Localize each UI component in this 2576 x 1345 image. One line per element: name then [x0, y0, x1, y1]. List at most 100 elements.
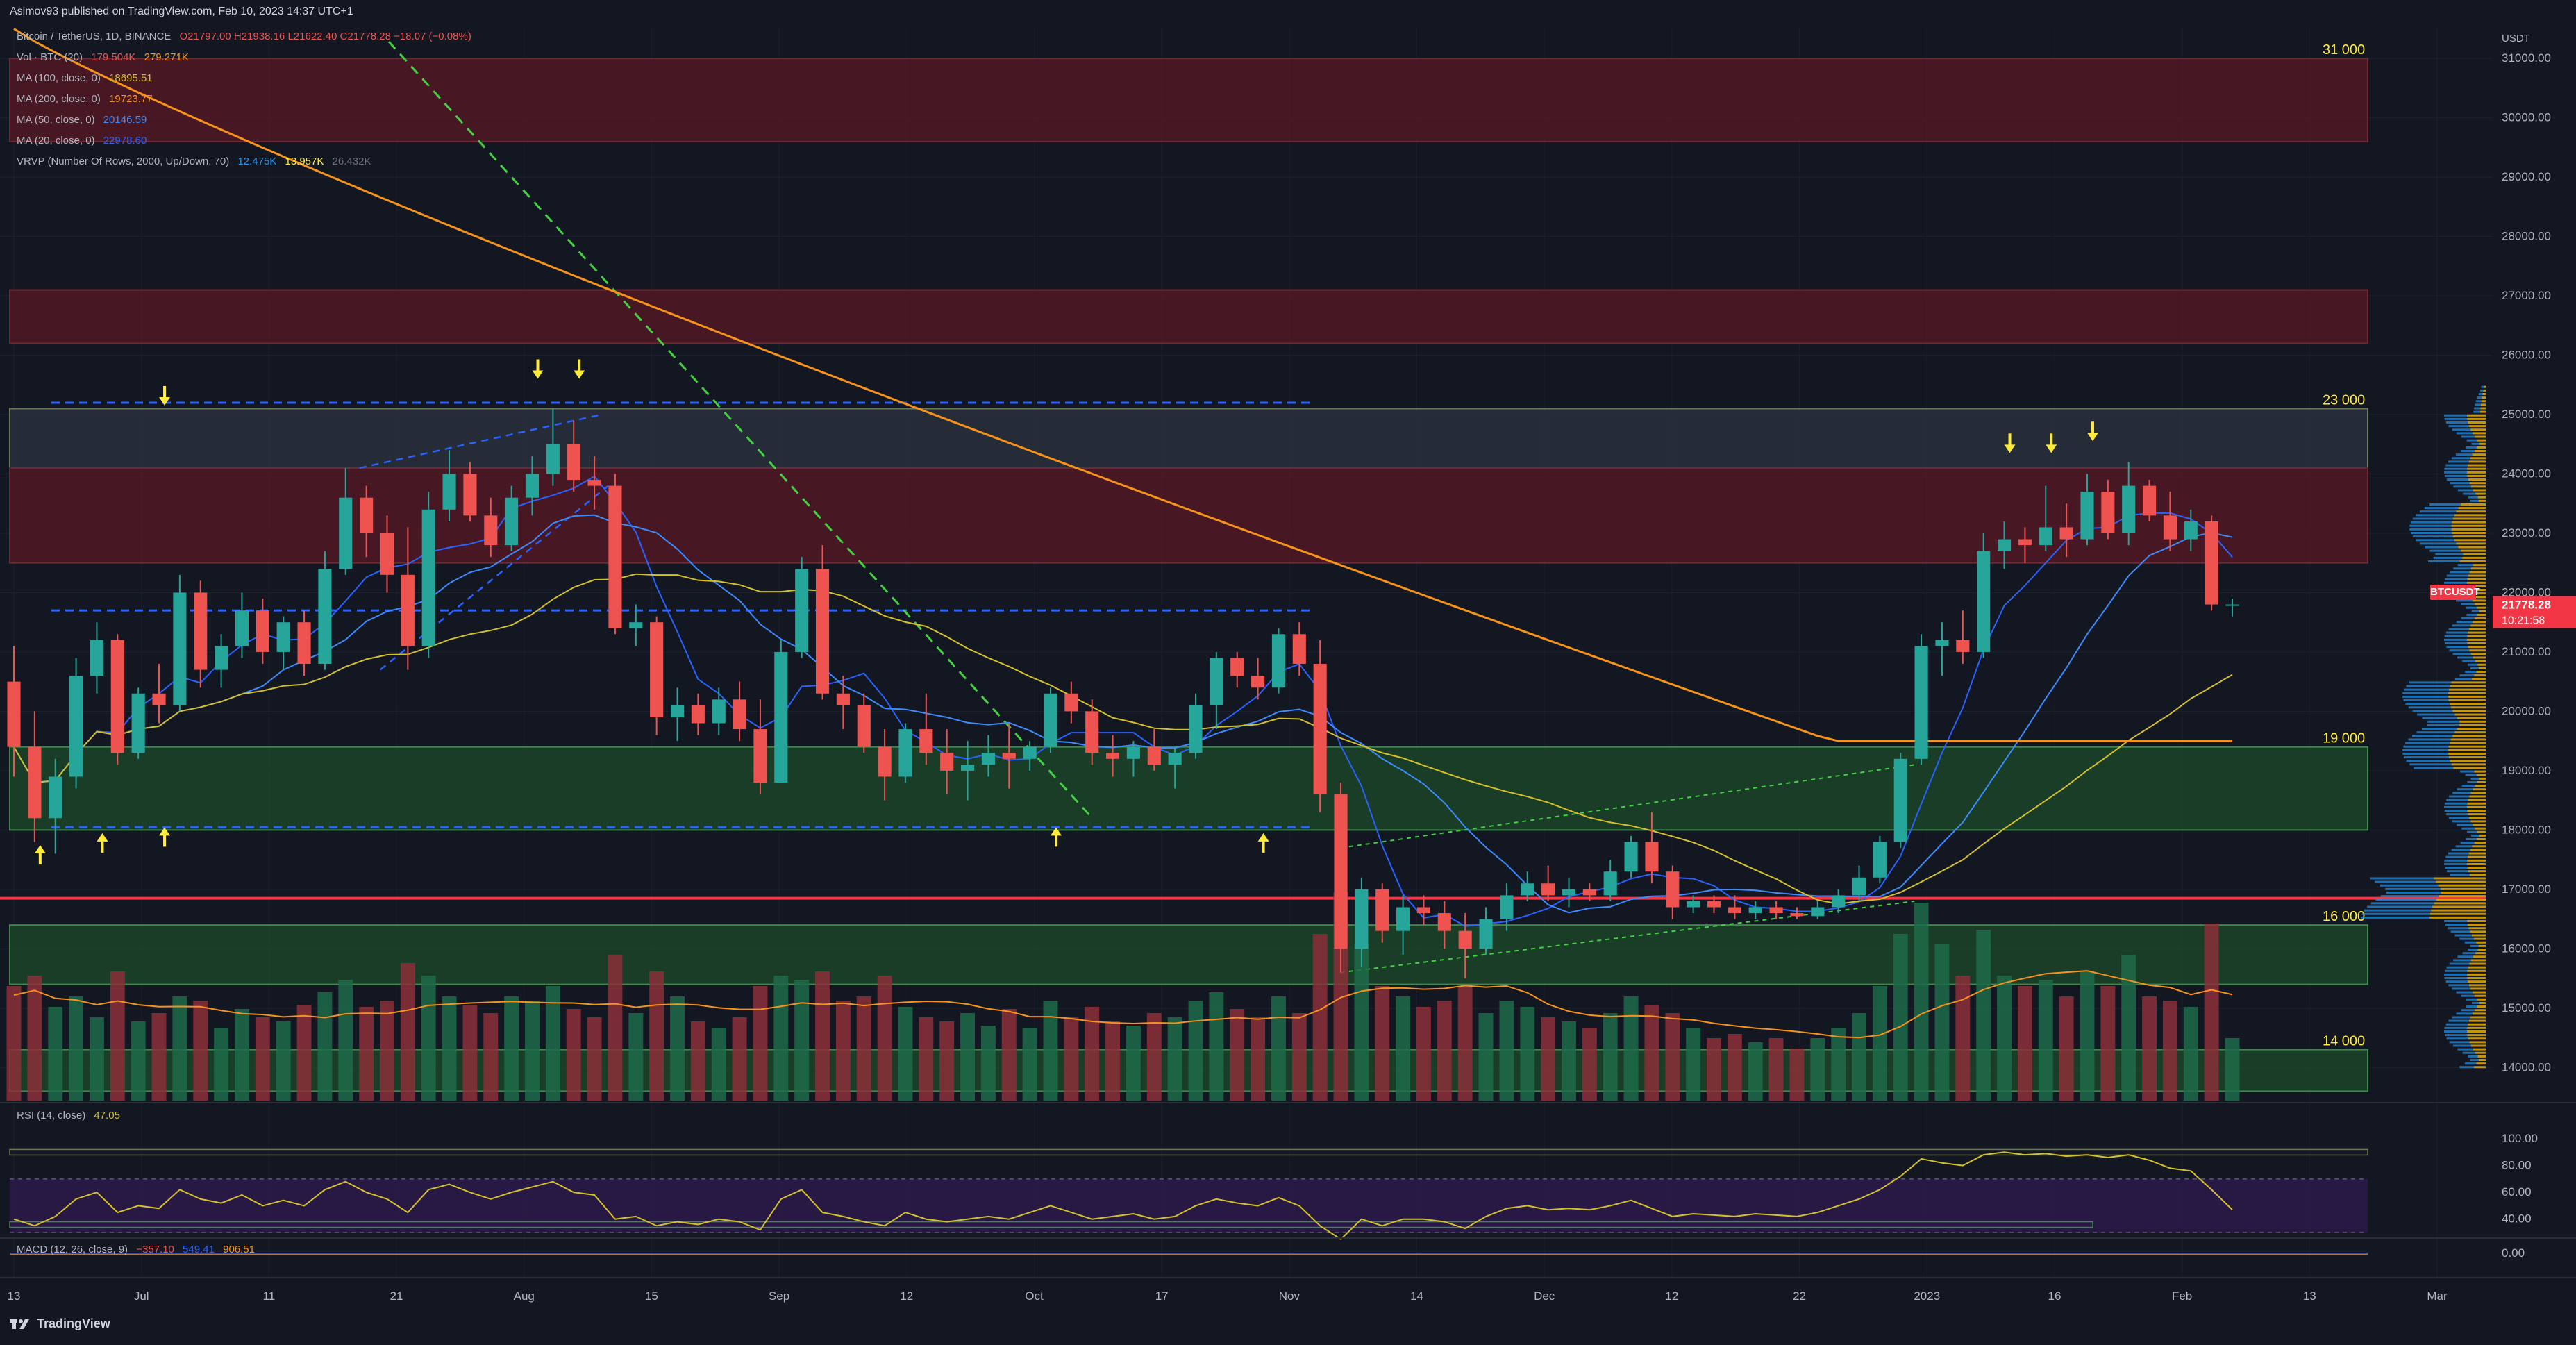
vp-bar-down: [2429, 912, 2486, 915]
volume-bar: [1831, 1028, 1846, 1101]
legend-vrvp-v3: 26.432K: [332, 156, 371, 167]
legend-ma200-value: 19723.77: [109, 93, 153, 105]
candle: [1645, 812, 1659, 884]
vp-bar-down: [2477, 496, 2486, 499]
vp-bar-down: [2434, 877, 2486, 880]
candle-body: [878, 746, 892, 777]
price-axis-tick: 22000.00: [2502, 585, 2551, 599]
vp-bar-up: [2444, 414, 2468, 417]
vp-bar-down: [2471, 485, 2486, 488]
vp-bar-down: [2470, 1044, 2486, 1047]
volume-bar: [608, 955, 623, 1101]
footer-brand[interactable]: TradingView: [10, 1317, 110, 1331]
vp-bar-down: [2472, 453, 2486, 456]
vp-bar-up: [2466, 613, 2477, 616]
vp-bar-up: [2455, 453, 2473, 456]
vp-bar-up: [2446, 646, 2468, 649]
legend-ma100: MA (100, close, 0) 18695.51: [17, 72, 153, 84]
zone-label: 16 000: [2323, 909, 2365, 924]
vp-bar-down: [2469, 962, 2486, 965]
vp-bar-up: [2385, 887, 2441, 890]
vp-bar-down: [2474, 994, 2486, 997]
vp-bar-up: [2409, 524, 2452, 527]
volume-bar: [2204, 924, 2219, 1101]
arrow-head: [2004, 444, 2016, 453]
arrow-head: [532, 370, 544, 379]
vp-bar-down: [2468, 646, 2486, 649]
vp-bar-up: [2412, 735, 2453, 737]
candle-body: [1935, 640, 1949, 646]
candle-body: [152, 693, 166, 705]
vp-bar-down: [2477, 1055, 2486, 1058]
volume-bar: [131, 1021, 146, 1101]
vp-bar-up: [2446, 813, 2468, 816]
price-axis-tick: 31000.00: [2502, 51, 2551, 65]
volume-bar: [2080, 971, 2095, 1101]
vp-bar-down: [2467, 919, 2486, 922]
vp-bar-up: [2429, 549, 2461, 552]
vp-bar-up: [2448, 425, 2469, 428]
candle-body: [1416, 907, 1431, 914]
vp-bar-down: [2475, 1051, 2486, 1054]
candle: [1106, 735, 1120, 777]
candle: [898, 723, 912, 783]
vp-bar-up: [2453, 485, 2472, 488]
candle-body: [1977, 551, 1991, 652]
vp-bar-down: [2456, 510, 2486, 513]
volume-bar: [462, 1005, 478, 1101]
vp-bar-down: [2468, 631, 2486, 634]
volume-bar: [566, 1009, 581, 1101]
volume-bar: [483, 1013, 499, 1101]
candle-body: [463, 474, 477, 516]
price-axis-tick: 29000.00: [2502, 170, 2551, 183]
vp-bar-down: [2457, 717, 2486, 719]
vp-bar-down: [2452, 735, 2486, 737]
candle: [712, 687, 726, 735]
volume-bar: [2162, 1001, 2177, 1101]
vp-bar-down: [2479, 667, 2486, 669]
rsi-overbought-box: [9, 1148, 2368, 1156]
volume-bar: [1457, 986, 1473, 1101]
candle-body: [484, 515, 498, 546]
candle-body: [1168, 753, 1182, 765]
vp-bar-down: [2468, 421, 2486, 424]
published-line: Asimov93 published on TradingView.com, F…: [10, 6, 353, 17]
vp-bar-up: [2475, 400, 2482, 403]
vp-bar-up: [2452, 428, 2471, 431]
candle: [1956, 610, 1970, 665]
vp-bar-up: [2427, 720, 2460, 723]
candle-body: [836, 693, 850, 705]
zone-red: [9, 467, 2368, 564]
vp-bar-up: [2445, 464, 2468, 467]
volume-bar: [1105, 1021, 1121, 1101]
vp-bar-down: [2482, 396, 2486, 399]
candle-body: [1603, 871, 1617, 896]
vp-bar-down: [2474, 770, 2486, 773]
candle-body: [857, 705, 871, 747]
vp-bar-down: [2467, 810, 2486, 812]
volume-bar: [1686, 1028, 1701, 1101]
vp-bar-down: [2467, 581, 2486, 584]
vp-bar-up: [2452, 987, 2471, 990]
arrow-head: [159, 827, 171, 836]
vp-bar-up: [2466, 439, 2477, 442]
vp-bar-up: [2416, 539, 2454, 542]
volume-ma-line: [13, 970, 2233, 1039]
vp-bar-down: [2469, 795, 2486, 798]
candle: [360, 485, 374, 558]
candle: [318, 551, 332, 670]
vp-bar-down: [2476, 941, 2486, 944]
volume-bar: [1312, 934, 1328, 1101]
legend-rsi-value: 47.05: [94, 1110, 120, 1121]
vp-bar-up: [2452, 1016, 2471, 1019]
candle: [1271, 628, 1286, 694]
volume-bar: [1209, 992, 1224, 1101]
vp-bar-down: [2475, 435, 2486, 438]
legend-volume-v1: 179.504K: [91, 51, 136, 63]
vp-bar-up: [2406, 760, 2450, 762]
price-axis-tick: 28000.00: [2502, 230, 2551, 243]
candle: [1521, 871, 1534, 901]
vp-bar-up: [2466, 998, 2477, 1001]
volume-bar: [2059, 996, 2074, 1101]
